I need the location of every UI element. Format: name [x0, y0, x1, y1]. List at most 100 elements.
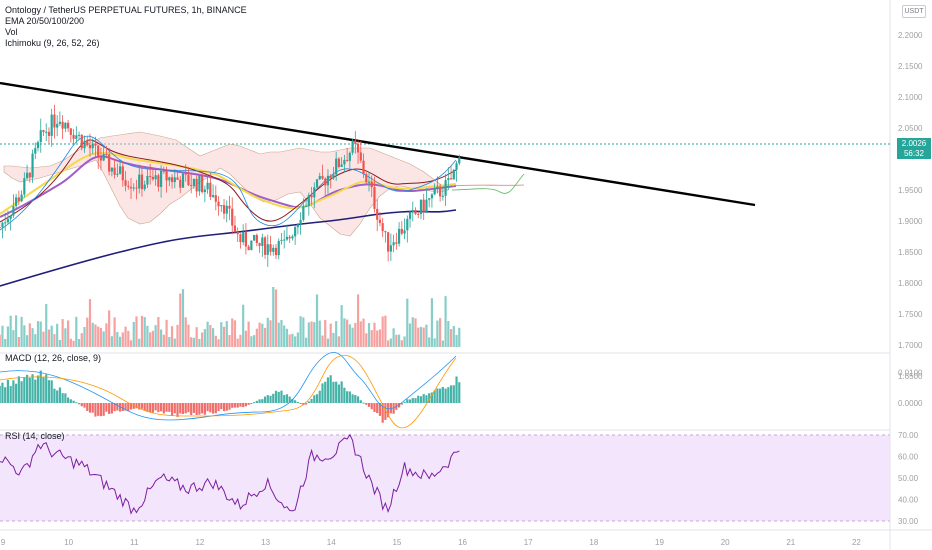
macd-histogram-bar	[28, 377, 31, 403]
volume-bar	[23, 325, 26, 347]
macd-indicator-label[interactable]: MACD (12, 26, close, 9)	[5, 353, 102, 363]
candle-body	[160, 170, 163, 187]
macd-histogram-bar	[239, 403, 242, 407]
volume-bar	[83, 326, 86, 347]
candle-body	[397, 228, 401, 244]
macd-histogram-bar	[376, 403, 379, 414]
price-tick-label: 1.7000	[898, 341, 923, 350]
volume-bar	[239, 334, 242, 347]
price-candles	[0, 104, 461, 267]
ichimoku-indicator-label[interactable]: Ichimoku (9, 26, 52, 26)	[5, 38, 100, 48]
candle-body	[250, 240, 253, 251]
volume-bar	[91, 322, 94, 347]
volume-bar	[269, 320, 272, 347]
volume-bar	[400, 340, 403, 347]
volume-bar	[335, 321, 338, 347]
candle-body	[269, 244, 272, 252]
volume-bar	[436, 320, 439, 347]
candle-body	[102, 153, 105, 161]
candle-body	[302, 205, 305, 220]
macd-histogram-bar	[294, 400, 297, 403]
macd-histogram-bar	[135, 403, 138, 409]
candle-body	[392, 242, 395, 246]
volume-bar	[97, 326, 100, 347]
symbol-title: Ontology / TetherUS PERPETUAL FUTURES, 1…	[5, 5, 247, 15]
macd-histogram-bar	[4, 387, 7, 403]
macd-histogram-bar	[365, 403, 368, 405]
macd-histogram-bar	[42, 377, 45, 403]
candle-body	[381, 223, 384, 232]
macd-histogram-bar	[428, 393, 431, 403]
candle-body	[47, 131, 51, 136]
volume-indicator-label[interactable]: Vol	[5, 27, 18, 37]
candle-body	[239, 234, 242, 243]
macd-histogram-bar	[67, 397, 70, 403]
macd-histogram-bar	[414, 398, 417, 403]
candle-body	[384, 231, 387, 233]
price-tick-label: 1.9500	[898, 186, 923, 195]
macd-histogram-bar	[430, 392, 434, 403]
macd-histogram-bar	[247, 403, 250, 405]
candle-body	[299, 219, 302, 225]
candle-body	[143, 184, 146, 190]
time-tick-label: 10	[64, 538, 73, 547]
candle-body	[58, 121, 61, 124]
macd-histogram-bar	[151, 403, 155, 413]
macd-histogram-bar	[140, 403, 144, 409]
macd-histogram-bar	[56, 390, 59, 403]
macd-histogram-bar	[17, 376, 20, 403]
candle-body	[400, 228, 403, 234]
macd-histogram-bar	[315, 394, 319, 403]
ema-indicator-label[interactable]: EMA 20/50/100/200	[5, 16, 85, 26]
volume-bar	[439, 318, 442, 347]
macd-histogram-bar	[9, 386, 12, 403]
candle-body	[403, 230, 406, 234]
candle-body	[124, 180, 127, 186]
candle-body	[449, 178, 453, 180]
volume-bar	[56, 323, 59, 347]
candle-body	[285, 236, 289, 240]
candle-body	[1, 222, 4, 228]
candle-body	[253, 234, 256, 241]
macd-histogram-bar	[255, 400, 258, 403]
macd-histogram-bar	[266, 395, 269, 403]
candle-body	[326, 175, 330, 186]
macd-histogram-bar	[97, 403, 100, 416]
candle-body	[348, 152, 351, 161]
volume-bar	[408, 323, 412, 347]
volume-bar	[321, 335, 324, 347]
rsi-indicator-label[interactable]: RSI (14, close)	[5, 431, 65, 441]
volume-bar	[1, 325, 4, 347]
volume-bar	[9, 315, 12, 347]
candle-body	[222, 205, 226, 214]
candle-body	[258, 243, 261, 246]
candle-body	[42, 130, 45, 132]
candle-body	[362, 160, 365, 175]
macd-axis-ticks: 0.0100 0.0000	[898, 369, 923, 409]
currency-unit-button[interactable]: USDT	[902, 5, 926, 18]
candle-body	[108, 154, 111, 172]
time-tick-label: 18	[589, 538, 598, 547]
candle-body	[77, 134, 81, 136]
volume-bar	[261, 323, 264, 347]
macd-histogram-bar	[329, 375, 332, 403]
candle-body	[165, 170, 168, 181]
volume-bar	[160, 329, 163, 347]
macd-histogram-bar	[165, 403, 168, 412]
volume-bar	[378, 329, 382, 347]
candle-body	[428, 198, 431, 200]
candle-body	[86, 141, 89, 146]
candle-body	[190, 185, 193, 187]
volume-bar	[58, 340, 61, 347]
volume-bar	[154, 325, 157, 347]
macd-histogram-bar	[176, 403, 179, 417]
candle-body	[277, 240, 280, 256]
volume-bar	[47, 329, 51, 347]
candle-body	[332, 174, 335, 179]
macd-line	[0, 352, 457, 421]
volume-bar	[17, 337, 20, 347]
macd-histogram-bar	[356, 396, 360, 403]
candle-body	[447, 178, 450, 181]
candle-body	[138, 174, 141, 189]
